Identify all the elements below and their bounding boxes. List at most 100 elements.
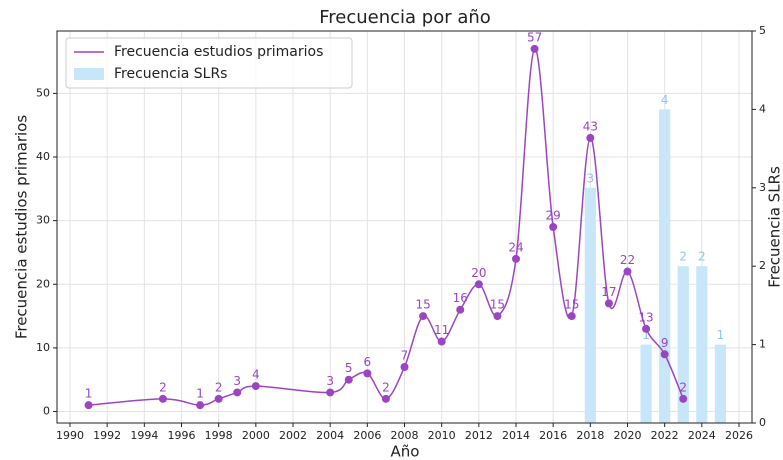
x-tick-label: 2002: [279, 429, 307, 442]
chart-title: Frecuencia por año: [319, 7, 491, 28]
y2-tick-label: 4: [759, 102, 766, 115]
point: [158, 394, 167, 403]
point: [623, 267, 632, 276]
point: [381, 394, 390, 403]
bar: [584, 187, 596, 423]
point-value-label: 22: [620, 253, 635, 267]
point: [233, 388, 242, 397]
bar-value-label: 3: [587, 171, 595, 185]
point: [456, 305, 465, 314]
point: [679, 394, 688, 403]
x-tick-label: 2024: [688, 429, 716, 442]
bar: [677, 266, 689, 423]
point: [419, 312, 428, 321]
y2-tick-label: 1: [759, 338, 766, 351]
x-tick-label: 2008: [391, 429, 419, 442]
point-value-label: 2: [679, 380, 687, 394]
y-tick-label: 10: [36, 341, 50, 354]
y-axis-label: Frecuencia estudios primarios: [13, 115, 31, 340]
x-tick-label: 1998: [205, 429, 233, 442]
x-tick-label: 2020: [613, 429, 641, 442]
legend-label: Frecuencia SLRs: [114, 66, 227, 82]
x-tick-label: 2006: [353, 429, 381, 442]
point: [214, 394, 223, 403]
point: [251, 382, 260, 391]
point: [604, 299, 613, 308]
y-tick-label: 30: [36, 214, 50, 227]
point: [530, 44, 539, 53]
y2-axis-label: Frecuencia SLRs: [766, 166, 783, 288]
x-tick-label: 2010: [428, 429, 456, 442]
x-tick-label: 1990: [56, 429, 84, 442]
plot-frame: [56, 30, 753, 424]
point: [549, 223, 558, 231]
y2-tick-label: 3: [759, 181, 766, 194]
point-value-label: 24: [508, 240, 523, 254]
point-value-label: 3: [326, 374, 334, 388]
point: [586, 133, 595, 142]
y-tick-label: 40: [36, 150, 50, 163]
point-value-label: 9: [661, 336, 669, 350]
legend-label: Frecuencia estudios primarios: [114, 44, 323, 60]
bar: [696, 266, 708, 423]
point-value-label: 57: [527, 30, 542, 44]
point: [642, 324, 651, 333]
y-tick-label: 50: [36, 86, 50, 99]
bar: [659, 109, 671, 424]
point-value-label: 3: [233, 374, 241, 388]
point-value-label: 15: [564, 298, 579, 312]
point-value-label: 2: [382, 380, 390, 394]
point-value-label: 15: [415, 298, 430, 312]
bar-value-label: 4: [661, 93, 669, 107]
point-value-label: 15: [490, 298, 505, 312]
x-tick-label: 2018: [576, 429, 604, 442]
y2-tick-label: 5: [759, 24, 766, 37]
x-tick-label: 2000: [242, 429, 270, 442]
x-axis-label: Año: [391, 443, 420, 460]
bar-value-label: 1: [642, 328, 650, 342]
point-value-label: 2: [215, 380, 223, 394]
x-tick-label: 2016: [539, 429, 567, 442]
point-value-label: 1: [85, 387, 93, 401]
point: [474, 280, 483, 289]
y-tick-label: 20: [36, 277, 50, 290]
point: [437, 337, 446, 346]
point: [511, 254, 520, 263]
y-tick-label: 0: [43, 405, 50, 418]
x-tick-label: 1992: [93, 429, 121, 442]
x-tick-label: 2026: [725, 429, 753, 442]
point-value-label: 43: [583, 119, 598, 133]
point-value-label: 7: [401, 349, 409, 363]
point-value-label: 20: [471, 266, 486, 280]
x-tick-label: 2004: [316, 429, 344, 442]
legend-swatch: [74, 68, 104, 80]
point-value-label: 5: [345, 361, 353, 375]
x-tick-label: 2012: [465, 429, 493, 442]
x-tick-label: 1994: [130, 429, 158, 442]
y2-tick-label: 0: [759, 416, 766, 429]
point-value-label: 29: [546, 209, 561, 223]
bar-value-label: 1: [717, 328, 725, 342]
point-value-label: 17: [601, 285, 616, 299]
bar-value-label: 2: [698, 250, 706, 264]
point-value-label: 13: [638, 310, 653, 324]
point-value-label: 4: [252, 368, 260, 382]
point: [196, 401, 205, 410]
point: [493, 312, 502, 321]
point: [344, 375, 353, 384]
point-value-label: 6: [364, 355, 372, 369]
point: [363, 369, 372, 378]
point: [567, 312, 576, 321]
point: [400, 363, 409, 371]
bar: [640, 344, 652, 423]
point: [84, 401, 93, 410]
x-tick-label: 1996: [168, 429, 196, 442]
point: [326, 388, 335, 397]
bar: [714, 344, 726, 423]
legend-box: [65, 37, 353, 89]
point-value-label: 16: [453, 291, 468, 305]
x-tick-label: 2022: [651, 429, 679, 442]
y2-tick-label: 2: [759, 259, 766, 272]
point: [660, 350, 669, 359]
